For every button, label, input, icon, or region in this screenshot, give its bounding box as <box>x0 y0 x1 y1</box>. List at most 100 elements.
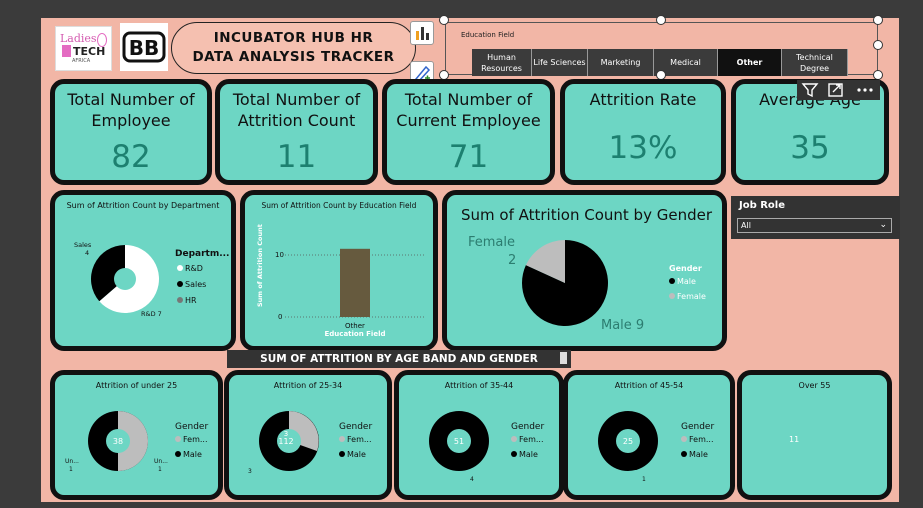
chart-title: Attrition of 35-44 <box>444 381 514 390</box>
legend-item-female[interactable]: Fem... <box>339 435 372 444</box>
donut-top-value: 3 <box>284 430 288 438</box>
kpi-title: Total Number of Employee <box>67 90 195 130</box>
legend-label: Male <box>677 277 696 286</box>
y-axis-label: Sum of Attrition Count <box>256 224 264 307</box>
legend-item-rd[interactable]: R&D <box>177 264 203 273</box>
legend-item-female[interactable]: Fem... <box>681 435 714 444</box>
kpi-card-attrition-count: Total Number of Attrition Count 11 <box>215 79 378 185</box>
donut-center-value: 38 <box>113 437 123 446</box>
tick-10: 10 <box>275 251 284 259</box>
banner-handle[interactable] <box>560 352 567 364</box>
legend-dot <box>177 265 183 271</box>
kpi-value: 13% <box>608 130 678 166</box>
legend-item-male[interactable]: Male <box>175 450 202 459</box>
resize-handle-tm[interactable] <box>656 15 666 25</box>
legend-item-male[interactable]: Male <box>669 277 696 286</box>
gender-slice-female[interactable] <box>525 240 565 283</box>
legend-label: Sales <box>185 280 207 289</box>
gender-pie-chart: Female 2 Male 9 <box>468 235 644 333</box>
tick-0: 0 <box>278 313 282 321</box>
age-card-over-55: Over 55 11 <box>737 370 892 500</box>
slicer-option-human-resources[interactable]: Human Resources <box>472 49 532 76</box>
kpi-title: Attrition Rate <box>589 90 697 109</box>
legend-label: Fem... <box>689 435 714 444</box>
logo-pink-block <box>62 45 71 57</box>
kpi-value: 35 <box>790 130 830 166</box>
label-a: 1 <box>642 476 646 483</box>
legend-dot <box>175 451 181 457</box>
resize-handle-r[interactable] <box>873 40 883 50</box>
legend-title: Gender <box>669 264 702 273</box>
chart-title: Attrition of 25-34 <box>273 381 343 390</box>
bar-other[interactable] <box>340 248 370 317</box>
legend-item-female[interactable]: Fem... <box>175 435 208 444</box>
x-axis-label: Education Field <box>325 330 386 338</box>
job-role-dropdown[interactable]: All ⌄ <box>737 218 892 233</box>
label-b2: 1 <box>158 466 162 473</box>
legend-item-female[interactable]: Female <box>669 292 706 301</box>
legend-item-male[interactable]: Male <box>681 450 708 459</box>
slicer-option-other[interactable]: Other <box>718 49 782 76</box>
legend-label: Fem... <box>183 435 208 444</box>
label-sales: Sales <box>74 241 92 249</box>
slicer-option-technical-degree[interactable]: Technical Degree <box>782 49 848 76</box>
label-a2: 1 <box>69 466 73 473</box>
bookmark-chart-icon[interactable] <box>410 21 434 45</box>
label-female-value: 2 <box>508 253 516 268</box>
legend-label: Male <box>183 450 202 459</box>
legend-dot <box>681 436 687 442</box>
label-a: 4 <box>470 476 474 483</box>
legend-label: Fem... <box>347 435 372 444</box>
legend-dot <box>175 436 181 442</box>
age-card-35-44: Attrition of 35-44 51 4 Gender Fem... Ma… <box>394 370 564 500</box>
job-role-slicer: Job Role All ⌄ <box>731 196 900 239</box>
dept-donut-chart: Sales 4 R&D 7 <box>74 241 162 318</box>
resize-handle-tl[interactable] <box>439 15 449 25</box>
slicer-option-life-sciences[interactable]: Life Sciences <box>532 49 588 76</box>
legend-title: Departm... <box>175 249 230 259</box>
chart-title: Sum of Attrition Count by Gender <box>461 206 712 224</box>
chart-title: Over 55 <box>798 381 831 390</box>
kpi-card-current-employees: Total Number of Current Employee 71 <box>382 79 555 185</box>
legend-item-male[interactable]: Male <box>339 450 366 459</box>
legend-dot <box>339 451 345 457</box>
legend-item-female[interactable]: Fem... <box>511 435 544 444</box>
legend-label: Male <box>347 450 366 459</box>
legend-title: Gender <box>175 422 209 432</box>
legend-item-sales[interactable]: Sales <box>177 280 206 289</box>
resize-handle-tr[interactable] <box>873 15 883 25</box>
donut-center-value: 25 <box>623 437 633 446</box>
ladies-in-tech-logo: Ladies TECH AFRICA <box>55 26 112 71</box>
legend-item-hr[interactable]: HR <box>177 296 197 305</box>
kpi-card-attrition-rate: Attrition Rate 13% <box>560 79 726 185</box>
chart-title: Attrition of 45-54 <box>614 381 684 390</box>
legend-label: Male <box>689 450 708 459</box>
gender-chart-card: Sum of Attrition Count by Gender Female … <box>442 190 727 351</box>
chevron-down-icon: ⌄ <box>879 220 887 230</box>
kpi-value: 11 <box>276 139 317 175</box>
slicer-option-marketing[interactable]: Marketing <box>588 49 654 76</box>
kpi-card-total-employees: Total Number of Employee 82 <box>50 79 212 185</box>
legend-title: Gender <box>339 422 373 432</box>
age-card-25-34: Attrition of 25-34 112 3 3 Gender Fem...… <box>224 370 392 500</box>
x-tick-other: Other <box>345 322 365 330</box>
filter-icon[interactable] <box>797 80 819 100</box>
chart-title: Sum of Attrition Count by Department <box>66 201 220 210</box>
legend-dot <box>339 436 345 442</box>
dept-chart-card: Sum of Attrition Count by Department Sal… <box>50 190 236 351</box>
more-options-icon[interactable] <box>849 80 877 100</box>
logo-ladies-text: Ladies <box>60 32 97 45</box>
legend-label: Fem... <box>519 435 544 444</box>
label-b: Un... <box>154 458 168 465</box>
job-role-label: Job Role <box>739 200 786 211</box>
page-title: INCUBATOR HUB HR DATA ANALYSIS TRACKER <box>171 22 416 74</box>
focus-mode-icon[interactable] <box>823 80 845 100</box>
donut-hole <box>114 268 136 290</box>
label-male: Male 9 <box>601 318 644 333</box>
legend-dot <box>177 297 183 303</box>
legend-dot <box>177 281 183 287</box>
dept-slice-sales[interactable] <box>91 245 125 302</box>
legend-item-male[interactable]: Male <box>511 450 538 459</box>
visual-header-toolbar <box>797 80 880 100</box>
label-sales-value: 4 <box>85 249 89 257</box>
